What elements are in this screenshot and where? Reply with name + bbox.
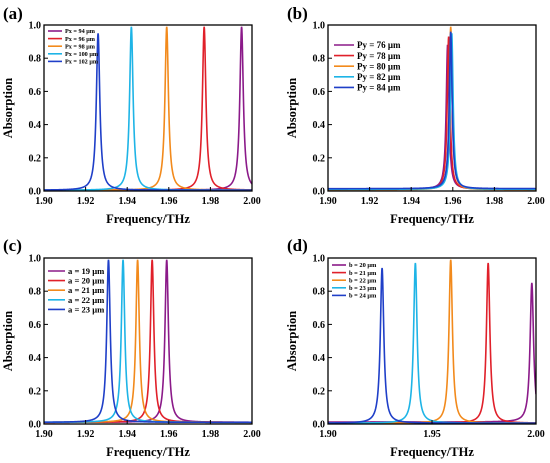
- series-line-4: [328, 31, 536, 190]
- plot-frame: [43, 24, 253, 192]
- y-tick-label: 0.8: [313, 54, 326, 65]
- x-tick-label: 1.96: [160, 429, 178, 440]
- y-tick-label: 0.2: [313, 153, 326, 164]
- x-tick-label: 1.94: [402, 196, 420, 207]
- x-tick-label: 1.90: [35, 429, 53, 440]
- legend-label: Py = 76 μm: [357, 40, 401, 50]
- y-tick-label: 0.8: [313, 287, 326, 298]
- y-tick-label: 0.8: [29, 287, 42, 298]
- x-tick-label: 1.92: [77, 196, 95, 207]
- y-tick-label: 1.0: [29, 254, 42, 265]
- series-line-4: [44, 259, 252, 424]
- legend-label: Px = 100 μm: [65, 51, 99, 58]
- y-tick-label: 0.6: [29, 87, 42, 98]
- legend-label: Py = 80 μm: [357, 61, 401, 71]
- y-tick-label: 0.2: [29, 386, 42, 397]
- y-tick-label: 1.0: [313, 254, 326, 265]
- panel-c: 0.0 0.2 0.4 0.6 0.8 1.0 1.90 1.92 1.94 1.96 1.98 2.…: [1, 236, 261, 459]
- x-tick-label: 2.00: [527, 196, 545, 207]
- y-axis-title: Absorption: [1, 78, 15, 138]
- y-tick-label: 0.0: [29, 187, 42, 198]
- legend-label: a = 20 μm: [68, 276, 105, 286]
- x-tick-label: 1.90: [319, 196, 337, 207]
- legend-label: Px = 102 μm: [65, 59, 99, 66]
- legend-label: b = 22 μm: [349, 277, 377, 284]
- legend-label: Px = 96 μm: [65, 36, 96, 43]
- panel-label: (a): [3, 4, 23, 23]
- y-tick-label: 0.4: [29, 353, 42, 364]
- legend-label: a = 19 μm: [68, 266, 105, 276]
- x-tick-label: 1.94: [118, 429, 136, 440]
- x-tick-label: 2.00: [243, 429, 261, 440]
- series-group: [44, 259, 252, 424]
- x-tick-label: 1.98: [486, 196, 504, 207]
- legend-label: a = 23 μm: [68, 304, 105, 314]
- y-tick-label: 0.2: [29, 153, 42, 164]
- y-axis-title: Absorption: [285, 311, 299, 371]
- x-axis-title: Frequency/THz: [390, 445, 474, 459]
- plot-frame: [327, 24, 537, 192]
- legend-label: Py = 82 μm: [357, 72, 401, 82]
- x-tick-label: 2.00: [243, 196, 261, 207]
- series-line-0: [328, 282, 536, 423]
- y-tick-label: 0.0: [29, 420, 42, 431]
- legend-label: a = 21 μm: [68, 285, 105, 295]
- x-tick-label: 1.98: [202, 196, 220, 207]
- y-tick-label: 0.2: [313, 386, 326, 397]
- x-axis-title: Frequency/THz: [106, 445, 190, 459]
- x-tick-label: 1.95: [423, 429, 441, 440]
- plot-frame: [43, 257, 253, 425]
- y-tick-label: 0.4: [313, 353, 326, 364]
- series-group: [328, 26, 536, 191]
- legend: a = 19 μma = 20 μma = 21 μma = 22 μma = …: [48, 266, 105, 314]
- x-tick-label: 1.96: [160, 196, 178, 207]
- legend-label: Px = 98 μm: [65, 43, 96, 50]
- x-tick-label: 1.90: [35, 196, 53, 207]
- panel-b: 0.0 0.2 0.4 0.6 0.8 1.0 1.90 1.92 1.94 1.96 1.98 2.…: [285, 4, 545, 226]
- series-group: [44, 26, 252, 191]
- y-tick-label: 0.0: [313, 187, 326, 198]
- legend-label: b = 20 μm: [349, 262, 377, 269]
- y-tick-label: 0.6: [313, 87, 326, 98]
- x-tick-label: 1.94: [118, 196, 136, 207]
- panel-label: (c): [3, 236, 22, 255]
- y-tick-label: 0.4: [29, 120, 42, 131]
- x-tick-label: 1.96: [444, 196, 462, 207]
- legend-label: b = 21 μm: [349, 270, 377, 277]
- y-tick-label: 1.0: [313, 21, 326, 32]
- y-tick-label: 0.8: [29, 54, 42, 65]
- panel-label: (b): [287, 4, 308, 23]
- y-tick-label: 0.6: [29, 320, 42, 331]
- panel-d: 0.0 0.2 0.4 0.6 0.8 1.0 1.90 1.95 2.00 Frequency/…: [285, 236, 545, 459]
- y-axis-title: Absorption: [285, 78, 299, 138]
- y-tick-label: 0.0: [313, 420, 326, 431]
- panel-label: (d): [287, 236, 308, 255]
- legend-label: b = 23 μm: [349, 285, 377, 292]
- x-axis-title: Frequency/THz: [106, 212, 190, 226]
- legend-label: Py = 78 μm: [357, 51, 401, 61]
- panel-a: 0.0 0.2 0.4 0.6 0.8 1.0 1.90 1.92 1.94 1.96 1.98 2.…: [1, 4, 261, 226]
- legend-label: Py = 84 μm: [357, 83, 401, 93]
- y-tick-label: 1.0: [29, 21, 42, 32]
- x-tick-label: 2.00: [527, 429, 545, 440]
- legend-label: Px = 94 μm: [65, 28, 96, 35]
- legend: b = 20 μmb = 21 μmb = 22 μmb = 23 μmb = …: [332, 262, 377, 300]
- x-tick-label: 1.92: [77, 429, 95, 440]
- x-tick-label: 1.98: [202, 429, 220, 440]
- series-line-4: [44, 33, 252, 191]
- x-tick-label: 1.92: [361, 196, 379, 207]
- x-axis-title: Frequency/THz: [390, 212, 474, 226]
- y-tick-label: 0.4: [313, 120, 326, 131]
- y-tick-label: 0.6: [313, 320, 326, 331]
- x-tick-label: 1.90: [319, 429, 337, 440]
- legend-label: a = 22 μm: [68, 295, 105, 305]
- legend-label: b = 24 μm: [349, 293, 377, 300]
- y-axis-title: Absorption: [1, 311, 15, 371]
